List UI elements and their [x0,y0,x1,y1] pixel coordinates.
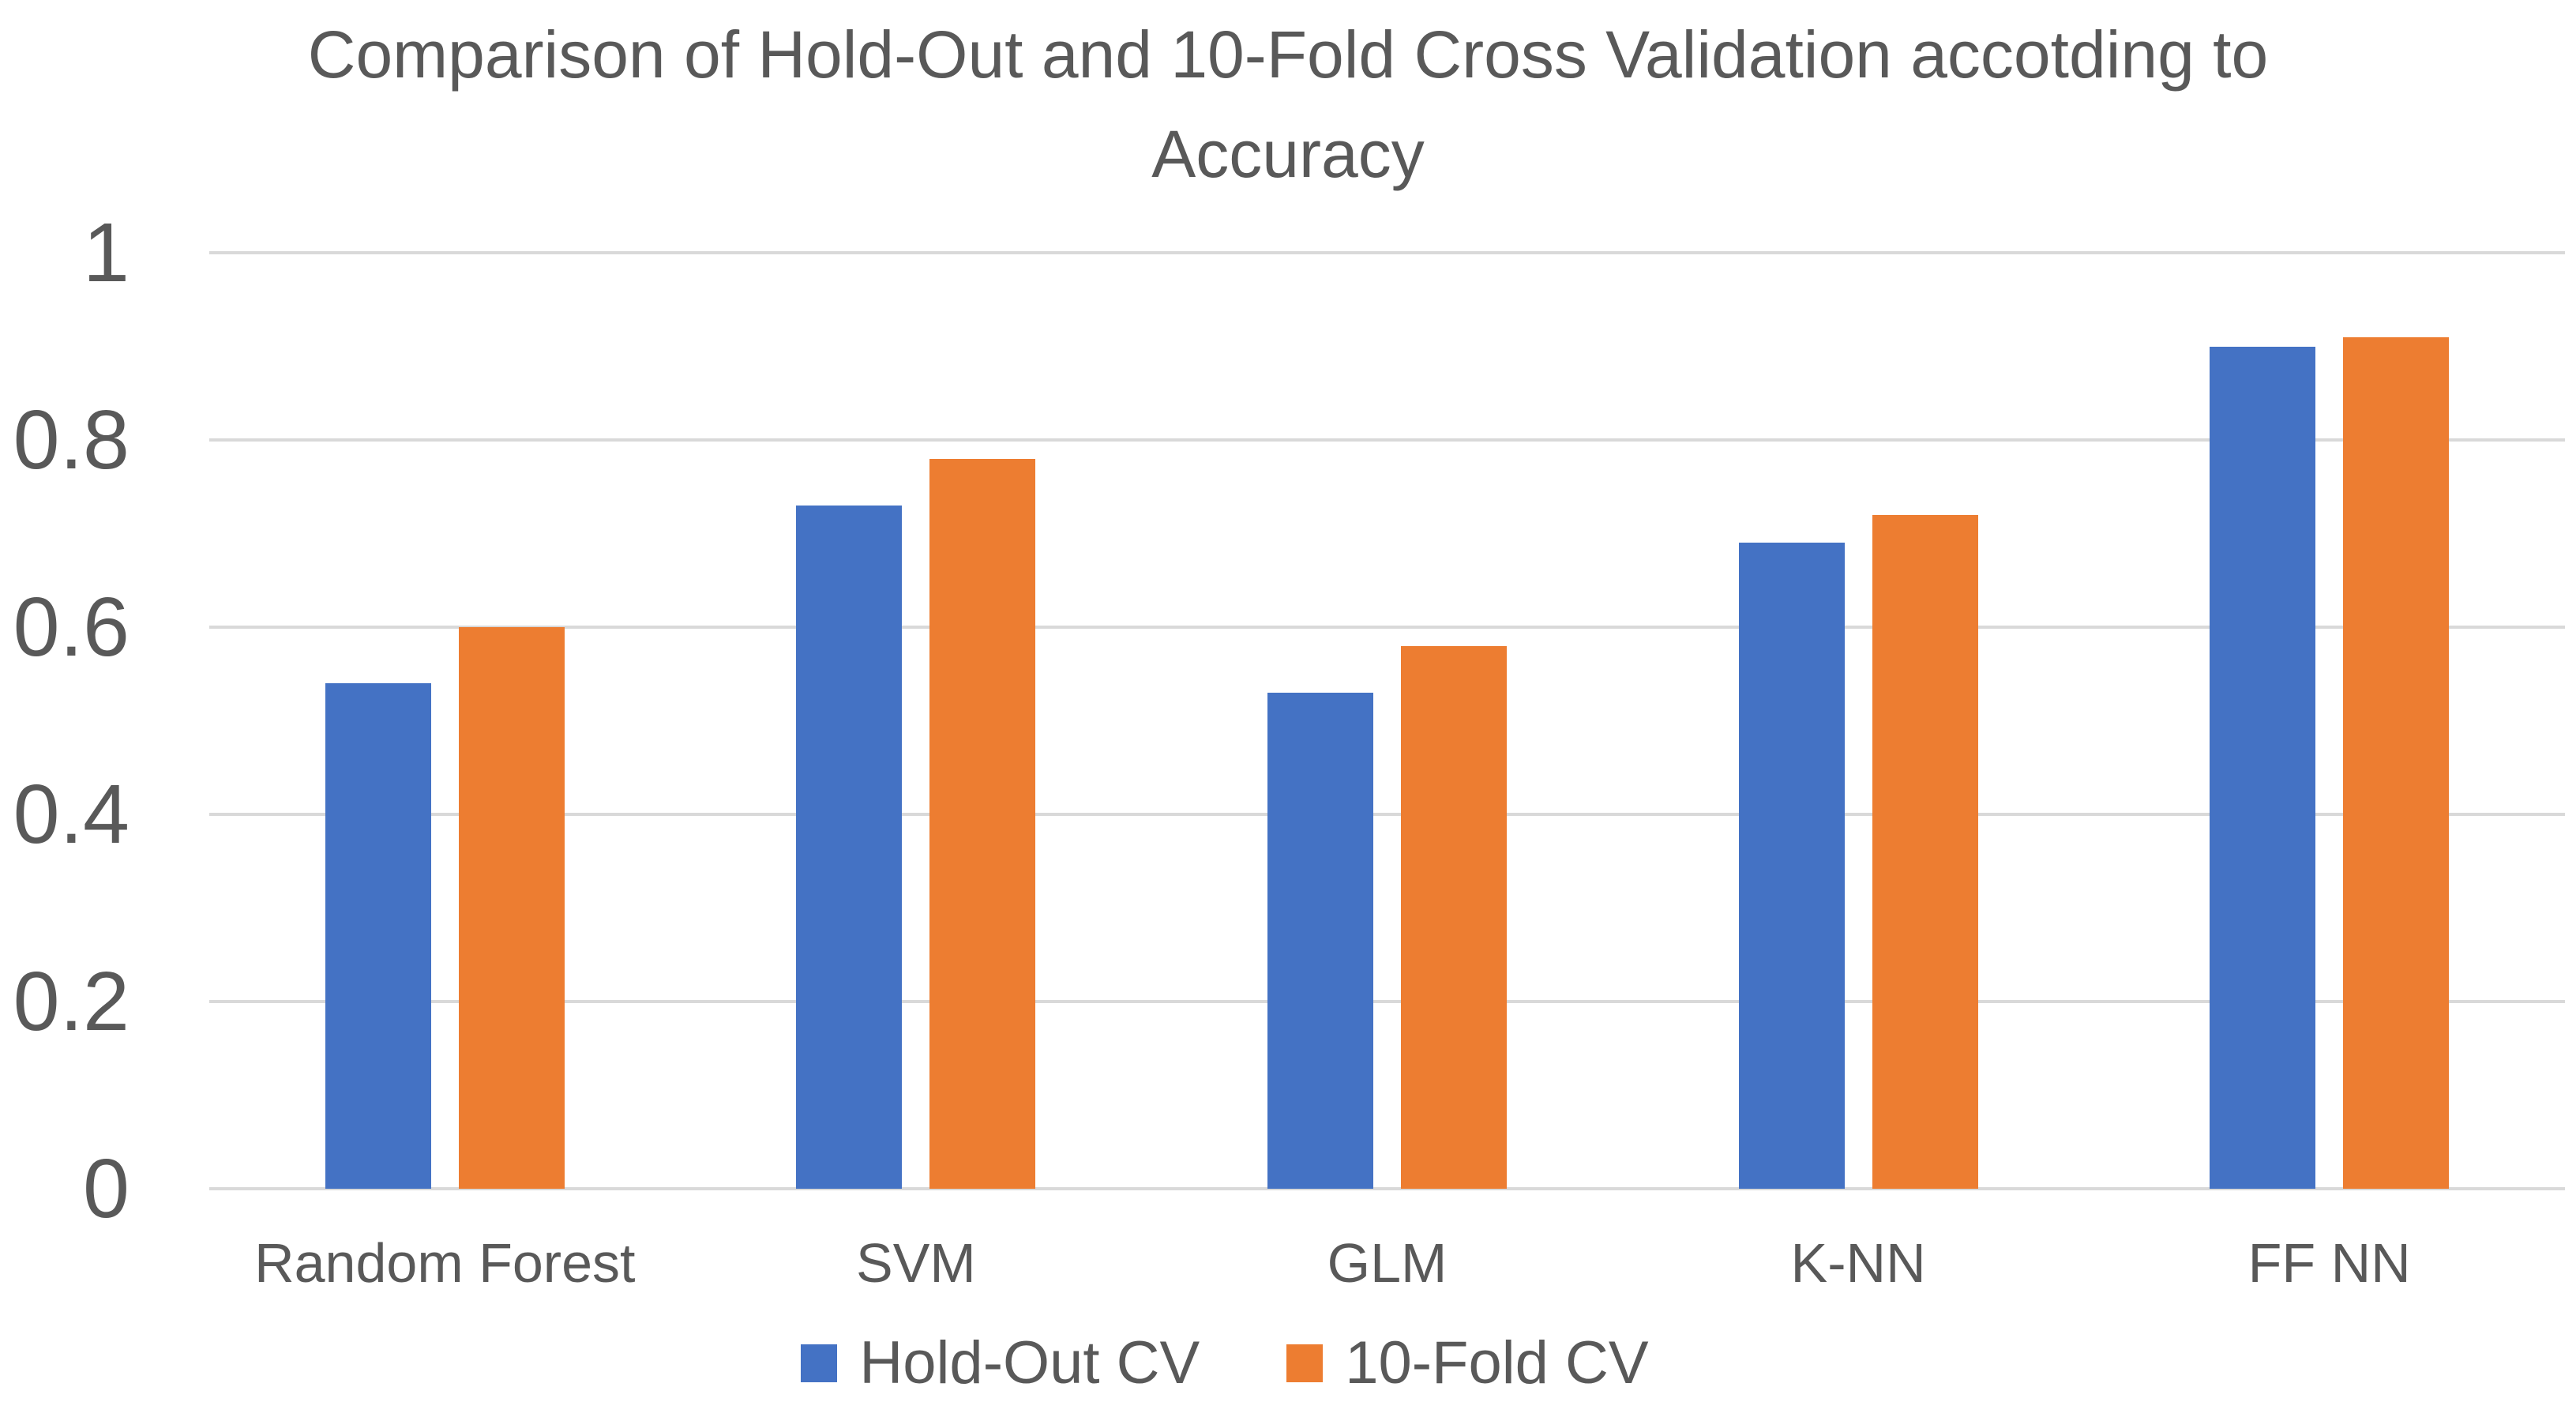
y-tick-label-1: 1 [83,206,130,299]
bar-10-fold-cv-glm [1401,645,1507,1189]
legend-item-holdout-cv: Hold-Out CV [801,1325,1200,1401]
x-axis-label-svm: SVM [856,1232,976,1294]
gridline-0.6 [209,626,2565,629]
x-axis-label-ff-nn: FF NN [2247,1232,2411,1294]
x-axis-label-glm: GLM [1327,1232,1448,1294]
bar-10-fold-cv-random-forest [458,627,565,1189]
bar-hold-out-cv-glm [1267,692,1373,1189]
bar-10-fold-cv-ff-nn [2343,336,2450,1189]
plot-area [209,251,2565,1190]
legend-label-holdout-cv: Hold-Out CV [859,1329,1200,1396]
bar-10-fold-cv-k-nn [1872,514,1978,1189]
gridline-1 [209,251,2565,254]
chart-title-line-2: Accuracy [1151,117,1425,191]
legend-swatch-10fold-cv [1286,1344,1324,1382]
bar-hold-out-cv-svm [796,505,903,1189]
legend-swatch-holdout-cv [801,1344,838,1382]
x-axis-label-random-forest: Random Forest [254,1232,636,1294]
chart-title: Comparison of Hold-Out and 10-Fold Cross… [0,5,2576,204]
x-axis: Random Forest SVM GLM K-NN FF NN [209,1229,2565,1297]
bar-10-fold-cv-svm [929,458,1036,1189]
legend-item-10fold-cv: 10-Fold CV [1286,1325,1649,1401]
y-tick-label-0.6: 0.6 [13,581,130,674]
bar-hold-out-cv-random-forest [325,683,431,1189]
y-tick-label-0.4: 0.4 [13,768,130,861]
bar-hold-out-cv-k-nn [1738,543,1845,1189]
y-axis: 1 0.8 0.6 0.4 0.2 0 [0,211,134,1231]
gridline-0.2 [209,1000,2565,1003]
y-tick-label-0.2: 0.2 [13,955,130,1048]
bar-hold-out-cv-ff-nn [2210,346,2316,1189]
gridline-0 [209,1187,2565,1190]
chart-title-line-1: Comparison of Hold-Out and 10-Fold Cross… [307,17,2269,92]
y-tick-label-0: 0 [83,1142,130,1235]
legend: Hold-Out CV 10-Fold CV [0,1325,2513,1401]
legend-label-10fold-cv: 10-Fold CV [1345,1329,1649,1396]
gridline-0.8 [209,438,2565,442]
y-tick-label-0.8: 0.8 [13,393,130,487]
x-axis-label-k-nn: K-NN [1790,1232,1926,1294]
gridline-0.4 [209,813,2565,816]
